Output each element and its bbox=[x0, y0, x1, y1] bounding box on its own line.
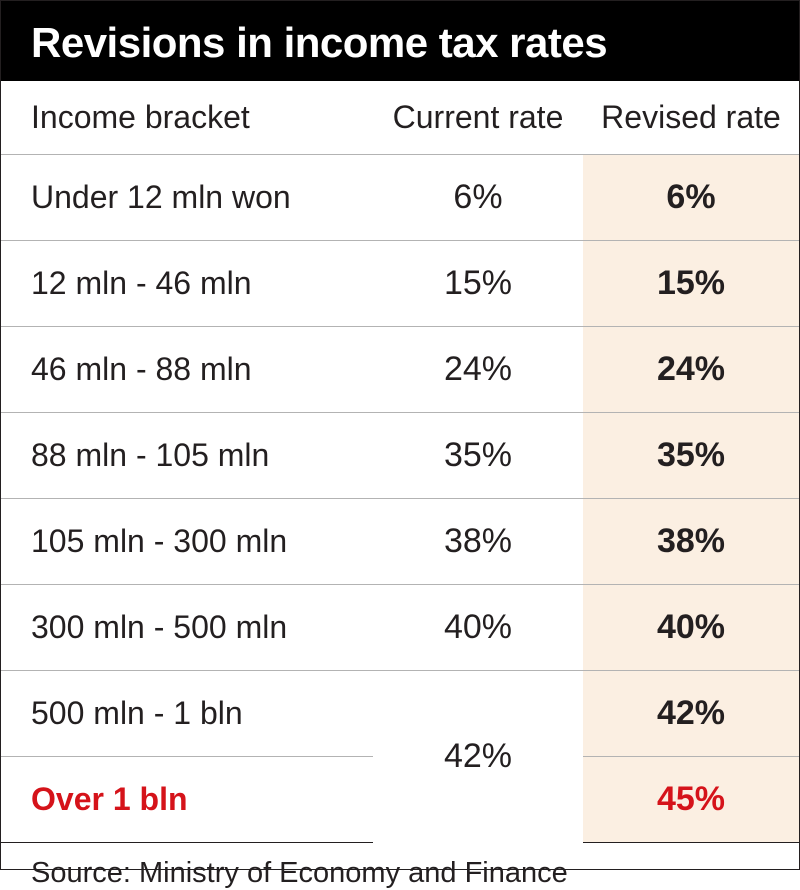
bracket-cell: 500 mln - 1 bln bbox=[1, 671, 373, 757]
page-title: Revisions in income tax rates bbox=[31, 19, 769, 67]
current-rate-cell: 35% bbox=[373, 413, 583, 499]
current-rate-cell-merged: 42% bbox=[373, 671, 583, 843]
table-row: Under 12 mln won 6% 6% bbox=[1, 155, 799, 241]
table-row: 88 mln - 105 mln 35% 35% bbox=[1, 413, 799, 499]
table-header-row: Income bracket Current rate Revised rate bbox=[1, 81, 799, 155]
table-row: 12 mln - 46 mln 15% 15% bbox=[1, 241, 799, 327]
tax-table-container: Revisions in income tax rates Income bra… bbox=[0, 0, 800, 870]
revised-rate-cell-highlight: 45% bbox=[583, 757, 799, 843]
col-header-revised: Revised rate bbox=[583, 81, 799, 155]
revised-rate-cell: 38% bbox=[583, 499, 799, 585]
revised-rate-cell: 35% bbox=[583, 413, 799, 499]
source-line: Source: Ministry of Economy and Finance bbox=[1, 843, 799, 890]
revised-rate-cell: 6% bbox=[583, 155, 799, 241]
table-row: 46 mln - 88 mln 24% 24% bbox=[1, 327, 799, 413]
highlight-rate: 45% bbox=[657, 780, 725, 818]
current-rate-cell: 40% bbox=[373, 585, 583, 671]
bracket-cell: 105 mln - 300 mln bbox=[1, 499, 373, 585]
current-rate-cell: 38% bbox=[373, 499, 583, 585]
bracket-cell: Under 12 mln won bbox=[1, 155, 373, 241]
table-row: 500 mln - 1 bln 42% 42% bbox=[1, 671, 799, 757]
table-row: 105 mln - 300 mln 38% 38% bbox=[1, 499, 799, 585]
bracket-cell-highlight: Over 1 bln bbox=[1, 757, 373, 843]
current-rate-cell: 24% bbox=[373, 327, 583, 413]
revised-rate-cell: 40% bbox=[583, 585, 799, 671]
highlight-bracket: Over 1 bln bbox=[31, 781, 188, 817]
revised-rate-cell: 15% bbox=[583, 241, 799, 327]
tax-table: Income bracket Current rate Revised rate… bbox=[1, 81, 799, 843]
col-header-bracket: Income bracket bbox=[1, 81, 373, 155]
revised-rate-cell: 24% bbox=[583, 327, 799, 413]
bracket-cell: 46 mln - 88 mln bbox=[1, 327, 373, 413]
revised-rate-cell: 42% bbox=[583, 671, 799, 757]
table-row: 300 mln - 500 mln 40% 40% bbox=[1, 585, 799, 671]
bracket-cell: 12 mln - 46 mln bbox=[1, 241, 373, 327]
bracket-cell: 300 mln - 500 mln bbox=[1, 585, 373, 671]
current-rate-cell: 15% bbox=[373, 241, 583, 327]
col-header-current: Current rate bbox=[373, 81, 583, 155]
title-bar: Revisions in income tax rates bbox=[1, 1, 799, 81]
bracket-cell: 88 mln - 105 mln bbox=[1, 413, 373, 499]
current-rate-cell: 6% bbox=[373, 155, 583, 241]
